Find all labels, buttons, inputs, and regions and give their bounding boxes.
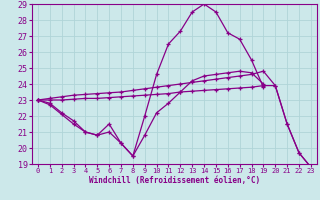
X-axis label: Windchill (Refroidissement éolien,°C): Windchill (Refroidissement éolien,°C) <box>89 176 260 185</box>
